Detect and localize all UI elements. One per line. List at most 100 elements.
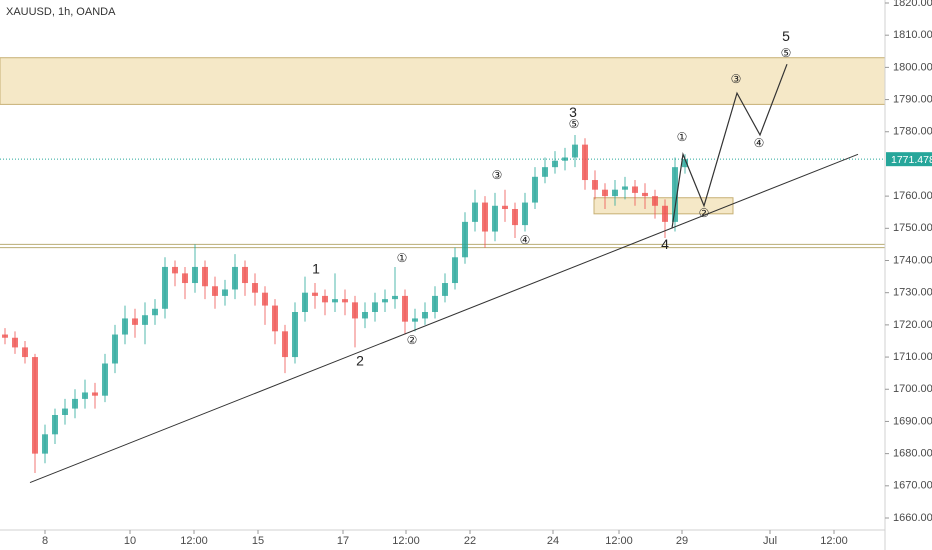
x-tick-label: 17	[337, 535, 349, 547]
candle-body	[422, 312, 428, 319]
x-tick-label: 12:00	[605, 535, 633, 547]
candle-body	[552, 160, 558, 168]
candle-body	[392, 295, 398, 300]
candle-body	[12, 337, 18, 348]
candle-body	[72, 398, 78, 409]
wave-label: ①	[677, 130, 688, 144]
candle-body	[652, 196, 658, 206]
candle-body	[212, 286, 218, 296]
candle-body	[62, 408, 68, 415]
candle-body	[582, 144, 588, 181]
wave-label: ②	[699, 206, 710, 220]
wave-projection	[671, 63, 788, 229]
candle-body	[102, 363, 108, 396]
trendline	[29, 153, 859, 484]
candle-body	[532, 176, 538, 203]
y-tick-label: 1700.000	[893, 383, 932, 395]
y-tick-label: 1660.000	[893, 512, 932, 524]
candle-body	[642, 192, 648, 197]
candle-body	[542, 167, 548, 177]
candle-body	[162, 266, 168, 309]
candle-body	[572, 144, 578, 158]
candle-body	[222, 289, 228, 296]
candle-body	[322, 295, 328, 303]
candle-body	[412, 318, 418, 322]
candle-body	[452, 257, 458, 284]
y-tick-label: 1750.000	[893, 222, 932, 234]
candle-body	[182, 273, 188, 284]
candle-body	[172, 266, 178, 274]
y-tick-label: 1710.000	[893, 351, 932, 363]
y-tick-label: 1760.000	[893, 190, 932, 202]
candle-body	[562, 157, 568, 161]
candle-body	[662, 205, 668, 222]
x-tick-label: 8	[42, 535, 48, 547]
candle-body	[482, 202, 488, 232]
wave-label: 4	[661, 236, 669, 252]
candle-body	[42, 434, 48, 454]
candle-body	[472, 202, 478, 222]
candle-body	[82, 392, 88, 399]
x-tick-label: 12:00	[180, 535, 208, 547]
candle-body	[282, 331, 288, 358]
candle-body	[252, 283, 258, 293]
candle-body	[122, 318, 128, 335]
candle-body	[492, 205, 498, 232]
candle-body	[272, 305, 278, 332]
candle-body	[402, 295, 408, 322]
y-tick-label: 1680.000	[893, 448, 932, 460]
candle-body	[242, 266, 248, 284]
x-tick-label: 22	[464, 535, 476, 547]
y-tick-label: 1740.000	[893, 254, 932, 266]
x-tick-label: 24	[547, 535, 559, 547]
candle-body	[612, 189, 618, 197]
wave-label: ⑤	[781, 46, 792, 60]
candle-body	[192, 266, 198, 284]
candle-body	[362, 312, 368, 319]
y-tick-label: 1790.000	[893, 93, 932, 105]
wave-label: 3	[569, 104, 577, 120]
candle-body	[132, 318, 138, 325]
x-tick-label: 29	[676, 535, 688, 547]
last-price-box	[886, 152, 932, 167]
candle-body	[32, 357, 38, 454]
candle-body	[342, 299, 348, 303]
candle-body	[682, 159, 688, 168]
candle-body	[112, 334, 118, 364]
candle-body	[352, 302, 358, 319]
y-tick-label: 1820.000	[893, 0, 932, 9]
candle-body	[332, 299, 338, 303]
candle-body	[52, 415, 58, 435]
wave-label: ③	[492, 168, 503, 182]
candle-body	[382, 299, 388, 303]
candle-body	[632, 186, 638, 193]
y-tick-label: 1690.000	[893, 415, 932, 427]
last-price-label: 1771.478	[891, 154, 932, 166]
y-tick-label: 1720.000	[893, 319, 932, 331]
candle-body	[312, 292, 318, 296]
candle-body	[372, 302, 378, 312]
wave-label: 2	[356, 353, 364, 369]
candle-body	[432, 295, 438, 312]
y-tick-label: 1730.000	[893, 287, 932, 299]
wave-label: ③	[731, 72, 742, 86]
candle-body	[602, 189, 608, 197]
candle-body	[262, 292, 268, 306]
candle-body	[302, 292, 308, 312]
wave-label: 1	[312, 261, 320, 277]
candle-body	[202, 266, 208, 287]
zone	[0, 57, 886, 105]
y-tick-label: 1670.000	[893, 480, 932, 492]
candle-body	[292, 312, 298, 358]
x-tick-label: Jul	[763, 535, 777, 547]
symbol-title: XAUUSD, 1h, OANDA	[6, 6, 116, 18]
candle-body	[92, 392, 98, 396]
x-tick-label: 12:00	[392, 535, 420, 547]
candle-body	[672, 167, 678, 222]
wave-label: ⑤	[569, 117, 580, 131]
x-tick-label: 15	[252, 535, 264, 547]
x-tick-label: 10	[124, 535, 136, 547]
candle-body	[592, 180, 598, 190]
candle-body	[142, 315, 148, 325]
wave-label: ④	[520, 233, 531, 247]
